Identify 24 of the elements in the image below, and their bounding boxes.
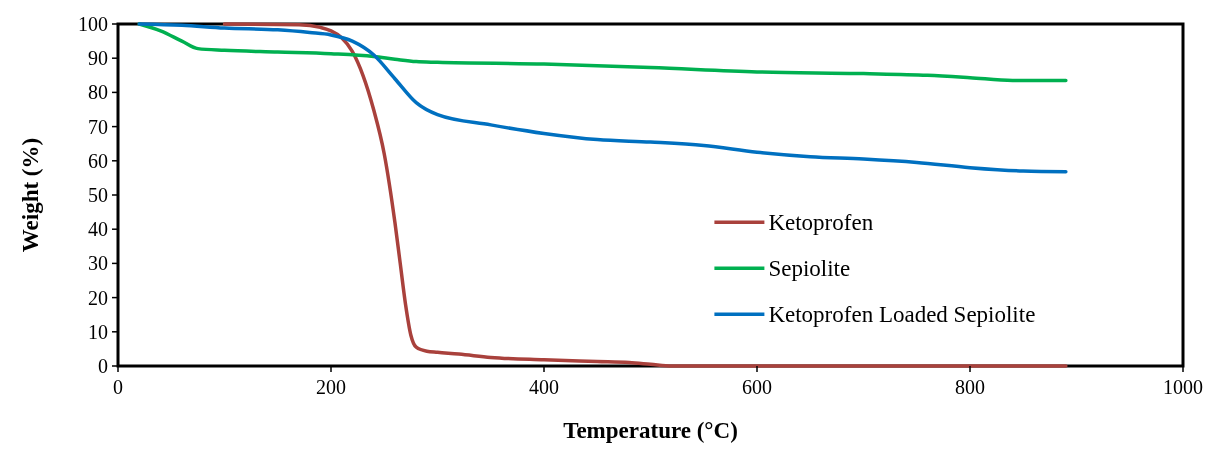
x-tick-label: 600: [742, 376, 772, 398]
y-tick-label: 80: [88, 81, 108, 104]
y-tick-label: 60: [88, 149, 108, 172]
y-axis-title: Weight (%): [18, 137, 43, 253]
x-tick-label: 800: [955, 376, 985, 398]
y-tick-label: 0: [98, 355, 108, 377]
x-axis-title: Temperature (°C): [563, 418, 738, 443]
y-tick-label: 30: [88, 252, 108, 275]
x-tick-label: 0: [113, 376, 123, 398]
y-tick-label: 40: [88, 218, 108, 241]
y-tick-label: 90: [88, 47, 108, 70]
y-tick-label: 20: [88, 286, 108, 309]
y-tick-label: 70: [88, 115, 108, 138]
x-tick-label: 1000: [1163, 376, 1203, 398]
legend-label: Ketoprofen Loaded Sepiolite: [768, 302, 1036, 328]
line-series: [222, 22, 1068, 368]
x-tick-label: 200: [316, 376, 346, 398]
legend-label: Sepiolite: [768, 256, 851, 282]
x-tick-label: 400: [529, 376, 559, 398]
y-tick-label: 50: [88, 184, 108, 206]
y-tick-label: 10: [88, 320, 108, 343]
legend-label: Ketoprofen: [768, 210, 874, 236]
y-tick-label: 100: [78, 13, 108, 35]
line-series: [137, 22, 1068, 174]
